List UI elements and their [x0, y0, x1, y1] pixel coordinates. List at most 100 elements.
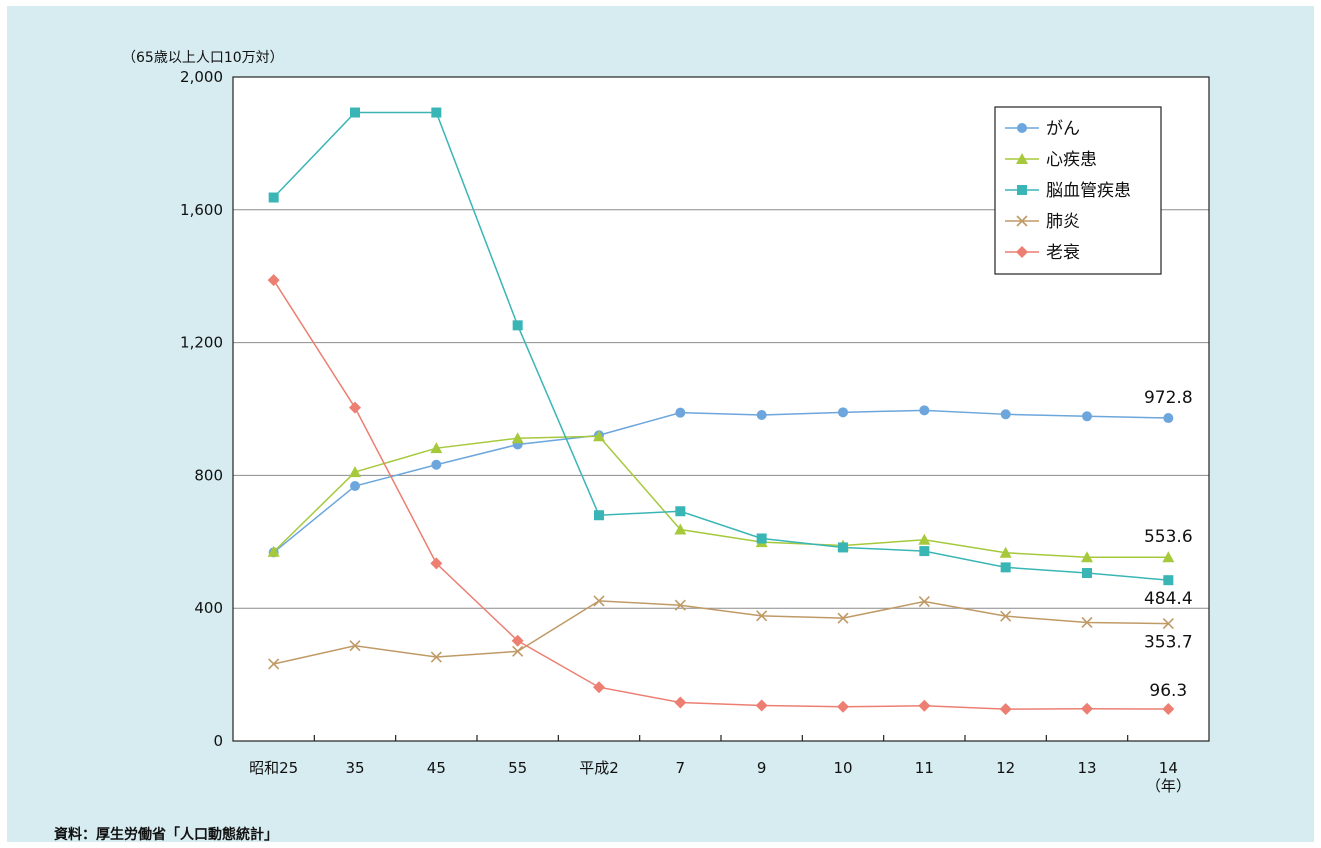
data-point — [1081, 702, 1093, 715]
y-tick-label: 2,000 — [180, 68, 223, 86]
data-point — [837, 700, 849, 713]
y-tick-label: 0 — [213, 732, 223, 750]
data-point — [267, 545, 280, 557]
x-tick-label: 55 — [508, 759, 527, 777]
data-point — [838, 407, 848, 418]
data-point — [594, 510, 604, 521]
data-point — [511, 634, 524, 647]
data-point — [919, 405, 930, 416]
series-line — [273, 279, 1169, 710]
data-point — [756, 533, 767, 544]
legend-marker — [1017, 185, 1027, 195]
data-point — [675, 407, 686, 418]
series-line — [273, 409, 1169, 554]
x-tick-label: 35 — [345, 759, 364, 777]
x-tick-label: 12 — [996, 759, 1015, 777]
x-tick-label: 45 — [427, 759, 446, 777]
source-note: 資料：厚生労働省「人口動態統計」 — [54, 827, 278, 843]
y-tick-label: 400 — [194, 599, 223, 617]
legend-label: 心疾患 — [1046, 150, 1097, 170]
y-tick-label: 1,600 — [180, 201, 223, 219]
y-tick-label: 1,200 — [180, 334, 223, 352]
series-2 — [268, 107, 1174, 586]
legend-marker — [1017, 123, 1027, 133]
data-point — [674, 523, 687, 535]
end-value-label: 553.6 — [1144, 527, 1193, 547]
series-4 — [267, 274, 1175, 716]
data-point — [918, 595, 930, 608]
data-point — [431, 107, 442, 118]
x-tick-label: 10 — [833, 759, 852, 777]
data-point — [1000, 562, 1011, 573]
data-point — [999, 546, 1012, 558]
legend-item: 老衰 — [1005, 243, 1080, 263]
legend-item: 脳血管疾患 — [1005, 181, 1131, 201]
x-tick-label: 7 — [676, 759, 686, 777]
data-point — [349, 401, 361, 414]
data-point — [349, 466, 361, 478]
data-point — [1163, 413, 1174, 424]
series-line — [273, 111, 1169, 581]
x-tick-label: 9 — [757, 759, 767, 777]
series-line — [273, 435, 1169, 558]
y-tick-label: 800 — [194, 466, 223, 484]
end-value-label: 484.4 — [1144, 589, 1193, 609]
data-point — [1000, 610, 1012, 622]
series-3 — [268, 595, 1174, 670]
data-point — [1082, 568, 1092, 579]
legend-item: 心疾患 — [1005, 150, 1097, 170]
legend-label: 老衰 — [1046, 243, 1080, 263]
data-point — [1081, 551, 1093, 563]
data-point — [512, 645, 524, 657]
legend-marker — [1016, 246, 1028, 258]
data-point — [838, 542, 848, 553]
data-point — [918, 533, 931, 545]
data-point — [593, 430, 605, 442]
x-tick-label: 14 — [1159, 759, 1178, 777]
x-unit-label: （年） — [1146, 777, 1191, 795]
series-line — [273, 600, 1169, 665]
data-point — [756, 409, 767, 420]
data-point — [918, 699, 931, 712]
end-value-label: 972.8 — [1144, 388, 1193, 408]
line-chart: （65歳以上人口10万対） 2,000 1,600 1,200 800 400 0 昭和25… — [122, 50, 1210, 795]
data-point — [675, 506, 686, 517]
data-point — [1162, 703, 1175, 716]
x-tick-label: 11 — [915, 759, 934, 777]
data-point — [512, 320, 523, 331]
end-value-label: 353.7 — [1144, 633, 1193, 653]
legend-item: がん — [1005, 119, 1080, 139]
data-point — [349, 640, 361, 652]
end-value-label: 96.3 — [1149, 681, 1187, 701]
data-point — [268, 192, 279, 203]
data-point — [511, 432, 524, 444]
x-tick-label: 13 — [1077, 759, 1096, 777]
data-point — [1082, 411, 1092, 422]
legend-label: がん — [1046, 119, 1080, 139]
data-point — [674, 696, 687, 709]
data-point — [837, 612, 849, 624]
legend-marker — [1016, 153, 1028, 164]
legend-label: 脳血管疾患 — [1046, 181, 1131, 201]
legend-label: 肺炎 — [1046, 212, 1080, 232]
data-point — [430, 557, 443, 570]
data-point — [350, 481, 360, 492]
x-tick-label: 平成2 — [579, 759, 619, 777]
data-point — [431, 459, 442, 470]
data-point — [1081, 616, 1093, 629]
data-point — [593, 681, 605, 694]
data-point — [430, 651, 442, 663]
data-point — [1000, 409, 1011, 420]
data-point — [1163, 575, 1174, 586]
data-point — [755, 699, 768, 712]
data-point — [267, 274, 280, 287]
data-point — [919, 546, 930, 557]
data-point — [430, 442, 443, 454]
data-point — [756, 610, 768, 622]
data-point — [350, 107, 360, 118]
data-point — [1162, 551, 1175, 563]
chart-panel: （65歳以上人口10万対） 2,000 1,600 1,200 800 400 0 昭和25… — [7, 6, 1314, 843]
data-point — [999, 703, 1012, 716]
data-point — [268, 658, 280, 670]
data-point — [593, 595, 605, 607]
